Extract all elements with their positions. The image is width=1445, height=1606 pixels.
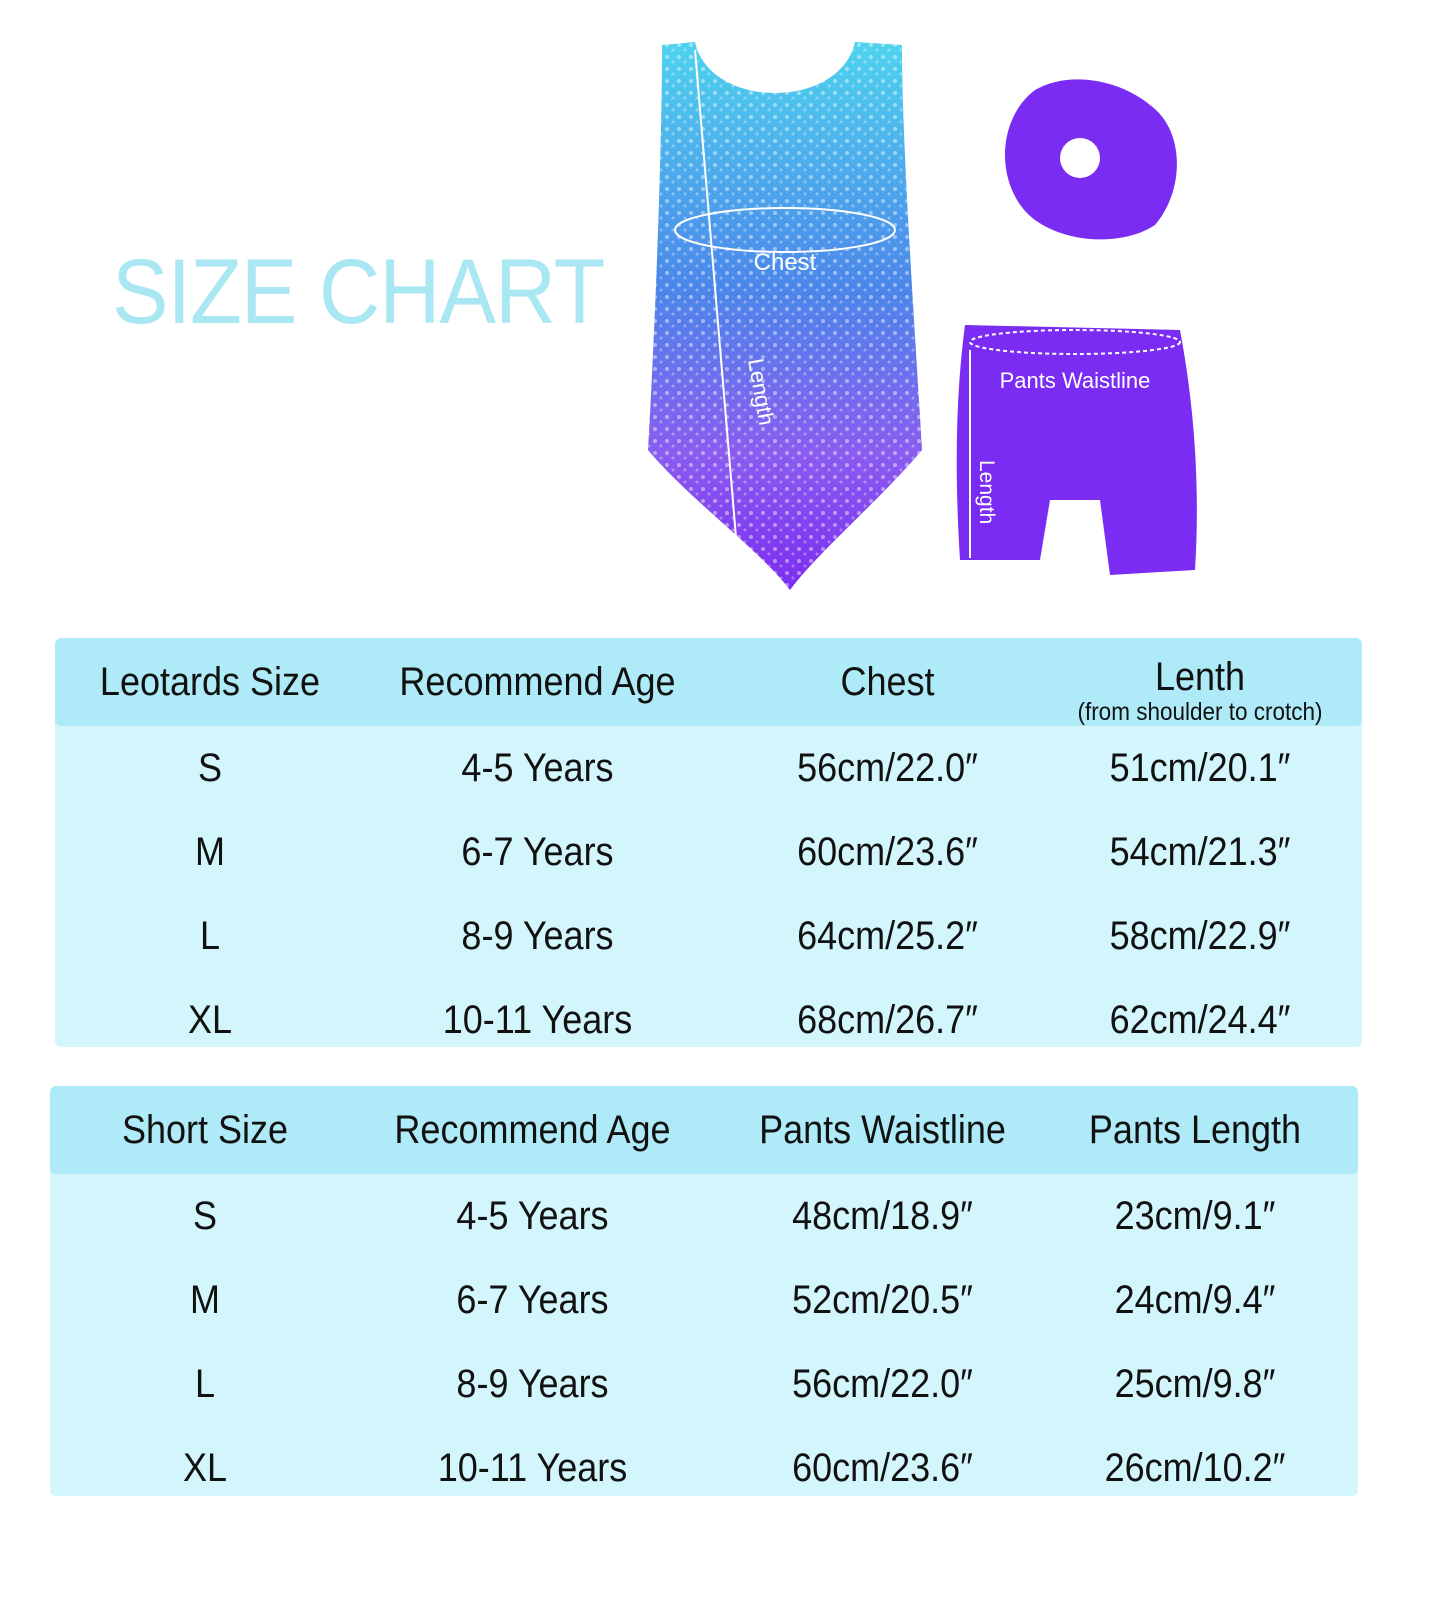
header-age: Recommend Age [394, 1107, 671, 1152]
header-size: Leotards Size [99, 659, 321, 704]
size-cell: L [199, 913, 221, 958]
measure-cell: 48cm/18.9″ [792, 1193, 973, 1238]
table-row: L 8-9 Years 64cm/25.2″ 58cm/22.9″ [55, 894, 1362, 978]
shorts-length-label: Length [975, 460, 998, 524]
table-row: M 6-7 Years 52cm/20.5″ 24cm/9.4″ [50, 1258, 1358, 1342]
size-cell: M [189, 1277, 220, 1322]
header-chest: Chest [840, 659, 935, 704]
measure-cell: 68cm/26.7″ [797, 997, 978, 1042]
length-cell: 23cm/9.1″ [1114, 1193, 1276, 1238]
measure-cell: 52cm/20.5″ [792, 1277, 973, 1322]
table-row: S 4-5 Years 48cm/18.9″ 23cm/9.1″ [50, 1174, 1358, 1258]
header-length-label: Lenth [1154, 654, 1246, 699]
age-cell: 4-5 Years [456, 1193, 609, 1238]
length-cell: 25cm/9.8″ [1114, 1361, 1276, 1406]
header-age: Recommend Age [399, 659, 676, 704]
size-cell: S [197, 745, 223, 790]
measure-cell: 64cm/25.2″ [797, 913, 978, 958]
measure-cell: 56cm/22.0″ [792, 1361, 973, 1406]
length-cell: 51cm/20.1″ [1109, 745, 1291, 790]
size-cell: S [192, 1193, 218, 1238]
header-pants-length: Pants Length [1088, 1107, 1302, 1152]
age-cell: 10-11 Years [442, 997, 633, 1042]
size-cell: XL [182, 1445, 228, 1490]
size-cell: L [194, 1361, 216, 1406]
age-cell: 6-7 Years [461, 829, 614, 874]
table-row: XL 10-11 Years 68cm/26.7″ 62cm/24.4″ [55, 978, 1362, 1047]
measure-cell: 60cm/23.6″ [797, 829, 978, 874]
table-row: S 4-5 Years 56cm/22.0″ 51cm/20.1″ [55, 726, 1362, 810]
header-length-note: (from shoulder to crotch) [1077, 697, 1323, 726]
length-cell: 24cm/9.4″ [1114, 1277, 1276, 1322]
product-illustration: Chest Length Pants Waistline Length [648, 42, 1197, 590]
measure-cell: 56cm/22.0″ [797, 745, 978, 790]
length-cell: 62cm/24.4″ [1109, 997, 1291, 1042]
table-row: M 6-7 Years 60cm/23.6″ 54cm/21.3″ [55, 810, 1362, 894]
age-cell: 4-5 Years [461, 745, 614, 790]
size-cell: M [194, 829, 225, 874]
shorts-size-table: Short Size Recommend Age Pants Waistline… [50, 1086, 1358, 1496]
leotard: Chest Length [648, 42, 922, 590]
table-header: Short Size Recommend Age Pants Waistline… [50, 1086, 1358, 1174]
header-size: Short Size [121, 1107, 289, 1152]
page-title: SIZE CHART [112, 241, 605, 343]
pants-waistline-label: Pants Waistline [1000, 368, 1151, 393]
table-row: XL 10-11 Years 60cm/23.6″ 26cm/10.2″ [50, 1426, 1358, 1496]
age-cell: 6-7 Years [456, 1277, 609, 1322]
age-cell: 8-9 Years [461, 913, 614, 958]
age-cell: 8-9 Years [456, 1361, 609, 1406]
header-length: Lenth (from shoulder to crotch) [1061, 638, 1340, 726]
size-cell: XL [187, 997, 233, 1042]
table-header: Leotards Size Recommend Age Chest Lenth … [55, 638, 1362, 726]
chest-label: Chest [754, 249, 817, 276]
measure-cell: 60cm/23.6″ [792, 1445, 973, 1490]
scrunchie [1005, 79, 1177, 240]
length-cell: 26cm/10.2″ [1104, 1445, 1286, 1490]
length-cell: 58cm/22.9″ [1109, 913, 1291, 958]
leotards-size-table: Leotards Size Recommend Age Chest Lenth … [55, 638, 1362, 1047]
shorts: Pants Waistline Length [956, 325, 1197, 575]
age-cell: 10-11 Years [437, 1445, 628, 1490]
header-waistline: Pants Waistline [759, 1107, 1006, 1152]
table-row: L 8-9 Years 56cm/22.0″ 25cm/9.8″ [50, 1342, 1358, 1426]
length-cell: 54cm/21.3″ [1109, 829, 1291, 874]
